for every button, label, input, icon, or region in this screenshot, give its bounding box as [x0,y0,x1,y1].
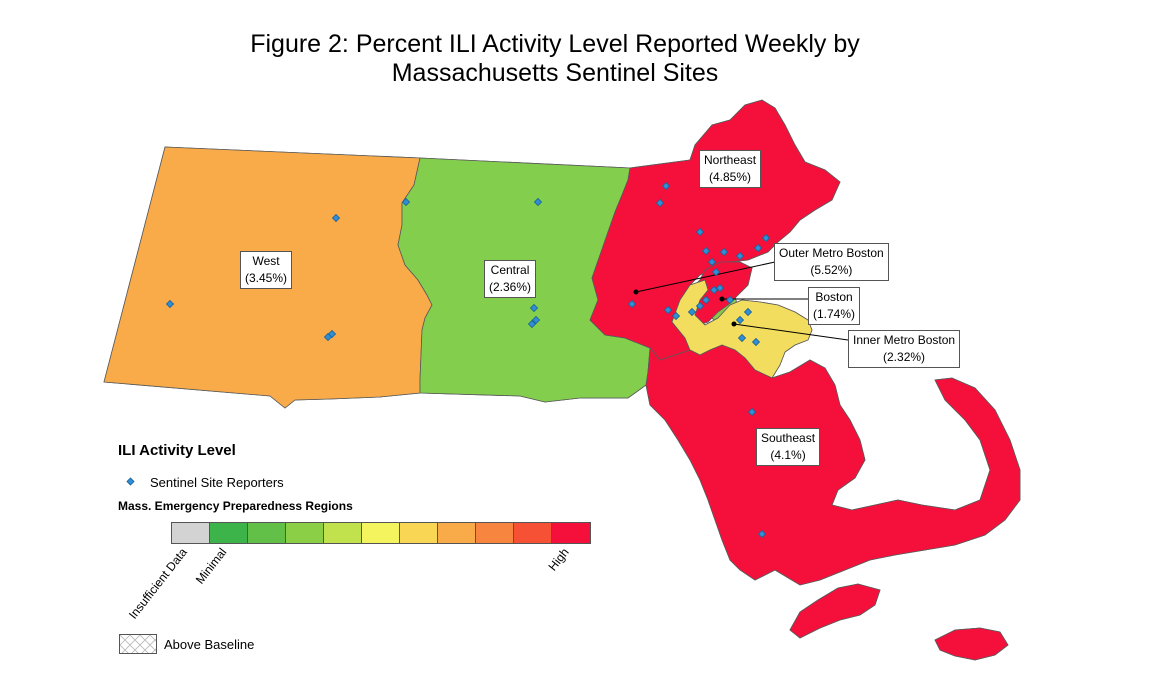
sentinel-site-marker[interactable] [627,299,637,309]
label-southeast: Southeast (4.1%) [756,428,821,466]
ramp-swatch [476,523,514,543]
sentinel-site-marker[interactable] [331,213,341,223]
above-baseline-swatch [119,634,157,654]
sentinel-site-marker[interactable] [529,303,539,313]
label-boston: Boston (1.74%) [808,287,861,325]
sentinel-site-marker[interactable] [743,307,753,317]
sentinel-site-marker[interactable] [735,251,745,261]
leader-lines [635,261,849,341]
sentinel-site-marker[interactable] [695,227,705,237]
sentinel-site-marker[interactable] [711,267,721,277]
legend-baseline-label: Above Baseline [164,637,255,652]
legend-regions-title: Mass. Emergency Preparedness Regions [118,499,353,513]
sentinel-site-marker[interactable] [737,333,747,343]
sentinel-site-marker[interactable] [165,299,175,309]
sentinel-site-marker[interactable] [715,283,725,293]
title-line-2: Massachusetts Sentinel Sites [391,59,719,87]
sentinel-site-marker[interactable] [725,295,735,305]
ramp-swatch [552,523,590,543]
sentinel-site-marker[interactable] [701,246,711,256]
sentinel-site-marker[interactable] [323,332,333,342]
sentinel-site-marker[interactable] [747,407,757,417]
label-northeast: Northeast (4.85%) [699,150,762,188]
ramp-swatch [362,523,400,543]
sentinel-site-marker[interactable] [671,311,681,321]
label-outer-metro-boston: Outer Metro Boston (5.52%) [774,243,889,281]
sentinel-site-marker[interactable] [401,197,411,207]
legend-sentinel-label: Sentinel Site Reporters [150,475,284,490]
ramp-swatch [438,523,476,543]
label-west: West (3.45%) [240,251,293,289]
legend-title: ILI Activity Level [118,442,236,459]
sentinel-site-marker[interactable] [753,243,763,253]
sentinel-site-marker[interactable] [719,247,729,257]
sentinel-site-marker[interactable] [761,233,771,243]
sentinel-site-marker[interactable] [527,319,537,329]
ramp-swatch [514,523,552,543]
above-baseline-hatching [103,99,1021,661]
label-central: Central (2.36%) [484,260,537,298]
sentinel-site-marker[interactable] [751,337,761,347]
sentinel-site-marker[interactable] [735,315,745,325]
sentinel-site-marker[interactable] [655,198,665,208]
ramp-swatch [286,523,324,543]
ramp-swatch [210,523,248,543]
sentinel-site-marker[interactable] [701,295,711,305]
sentinel-site-marker[interactable] [687,307,697,317]
ramp-swatch [172,523,210,543]
sentinel-site-marker[interactable] [709,285,719,295]
sentinel-site-marker[interactable] [695,301,705,311]
sentinel-site-marker[interactable] [757,529,767,539]
title-line-1: Figure 2: Percent ILI Activity Level Rep… [250,30,860,58]
sentinel-legend-marker [126,477,135,486]
ramp-swatch [324,523,362,543]
activity-color-ramp [171,522,591,544]
ramp-swatch [400,523,438,543]
sentinel-sites [165,181,771,539]
sentinel-site-marker[interactable] [531,315,541,325]
sentinel-site-marker[interactable] [661,181,671,191]
label-inner-metro-boston: Inner Metro Boston (2.32%) [848,330,961,368]
sentinel-site-marker[interactable] [663,305,673,315]
sentinel-site-marker[interactable] [533,197,543,207]
ramp-swatch [248,523,286,543]
leader-dots [633,289,737,327]
sentinel-site-marker[interactable] [707,257,717,267]
map-title: Figure 2: Percent ILI Activity Level Rep… [0,30,1110,88]
